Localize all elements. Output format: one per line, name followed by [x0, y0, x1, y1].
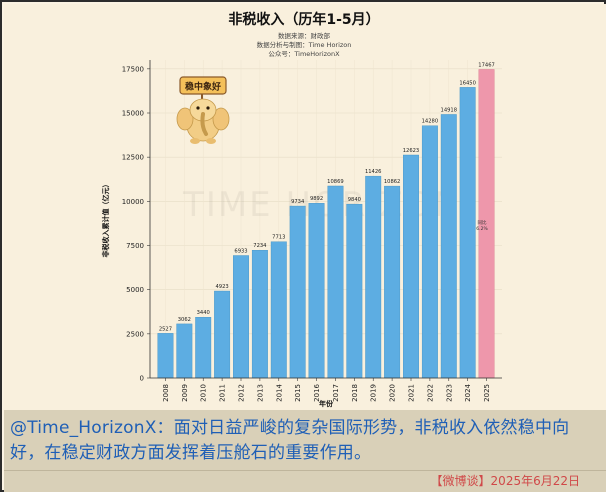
x-axis-label: 年份 — [319, 399, 334, 408]
bar-value-label: 4923 — [216, 284, 229, 290]
x-tick-label: 2023 — [445, 384, 453, 402]
y-tick-label: 2500 — [126, 330, 144, 338]
bar — [346, 203, 363, 379]
caption-text: @Time_HorizonX：面对日益严峻的复杂国际形势，非税收入依然稳中向好，… — [10, 418, 570, 463]
mascot-sign-text: 稳中象好 — [185, 81, 221, 93]
yoy-label: 同比 — [478, 219, 487, 226]
x-tick-label: 2012 — [238, 384, 246, 402]
bar — [251, 249, 268, 379]
chart-subtitle-source: 数据来源：财政部 — [278, 31, 331, 40]
y-tick-label: 10000 — [122, 198, 144, 206]
bar-value-label: 14918 — [441, 107, 458, 113]
bar-value-label: 10862 — [384, 179, 401, 185]
bar — [403, 154, 419, 379]
bar-value-label: 7234 — [253, 243, 267, 249]
caption-footer: 【微博谈】2025年6月22日 — [4, 470, 606, 491]
bar — [327, 185, 344, 379]
y-tick-label: 0 — [140, 375, 144, 383]
x-tick-label: 2025 — [483, 384, 491, 402]
bars — [157, 69, 495, 379]
bar — [308, 203, 325, 379]
x-tick-label: 2022 — [426, 384, 434, 402]
bar-value-label: 11426 — [365, 169, 382, 175]
data-labels: 2527 3062 3440 4923 6933 7234 7713 9734 9892 1086… — [159, 62, 495, 332]
bar — [195, 317, 212, 379]
chart-title: 非税收入（历年1-5月） — [228, 11, 379, 28]
caption-date: 【微博谈】2025年6月22日 — [430, 474, 580, 488]
bar-value-label: 6933 — [234, 249, 247, 255]
yoy-value: 6.2% — [476, 226, 488, 232]
x-tick-label: 2019 — [370, 384, 378, 402]
x-tick-label: 2015 — [294, 384, 302, 402]
bar — [157, 333, 174, 379]
bar-value-label: 3062 — [178, 317, 191, 323]
x-tick-label: 2024 — [464, 383, 472, 401]
bar — [214, 290, 231, 379]
x-tick-label: 2008 — [162, 384, 170, 402]
y-axis-ticks: 0 2500 5000 7500 10000 12500 15000 17500 — [122, 65, 150, 383]
chart-subtitle-author: 数据分析与制图：Time Horizon — [257, 40, 352, 49]
bar — [440, 114, 457, 379]
chart-subtitle-account: 公众号：TimeHorizonX — [268, 50, 340, 58]
bar-value-label: 2527 — [159, 326, 172, 332]
x-tick-label: 2010 — [200, 384, 208, 402]
x-tick-label: 2017 — [332, 384, 340, 402]
x-tick-label: 2011 — [219, 384, 227, 402]
bar-value-label: 14280 — [422, 119, 439, 125]
x-tick-label: 2021 — [408, 384, 416, 402]
bar-value-label: 16450 — [459, 80, 476, 86]
bar — [365, 175, 382, 379]
bar-value-label: 10869 — [327, 179, 344, 185]
bar-value-label: 3440 — [197, 310, 210, 316]
y-tick-label: 5000 — [126, 286, 144, 294]
x-tick-label: 2020 — [389, 384, 397, 402]
bar — [176, 323, 193, 379]
bar — [289, 205, 306, 379]
bar-value-label: 17467 — [478, 62, 495, 68]
x-tick-label: 2013 — [256, 384, 264, 402]
bar-value-label: 12623 — [403, 148, 420, 154]
bar — [233, 255, 249, 379]
x-axis-ticks: 2008 2009 2010 2011 2012 2013 2014 2015 2016 2017… — [162, 378, 491, 402]
bar — [270, 241, 287, 379]
x-tick-label: 2009 — [181, 384, 189, 402]
y-tick-label: 15000 — [122, 110, 144, 118]
y-tick-label: 7500 — [126, 242, 144, 250]
bar-value-label: 7713 — [272, 235, 285, 241]
bar — [384, 185, 401, 379]
bar-value-label: 9840 — [348, 197, 361, 203]
y-tick-label: 17500 — [122, 65, 144, 73]
bar-value-label: 9734 — [291, 199, 305, 205]
y-axis-label: 非税收入累计值（亿元） — [101, 181, 110, 258]
elephant-mascot-icon: 稳中象好 — [176, 76, 230, 144]
chart-area: 非税收入（历年1-5月） 数据来源：财政部 数据分析与制图：Time Horiz… — [4, 4, 606, 410]
caption-panel: @Time_HorizonX：面对日益严峻的复杂国际形势，非税收入依然稳中向好，… — [4, 410, 606, 492]
bar — [421, 125, 438, 379]
x-tick-label: 2016 — [313, 383, 321, 401]
bar — [459, 87, 476, 379]
bar-value-label: 9892 — [310, 196, 323, 202]
y-tick-label: 12500 — [122, 154, 144, 162]
bar-chart: 非税收入（历年1-5月） 数据来源：财政部 数据分析与制图：Time Horiz… — [101, 11, 502, 408]
x-tick-label: 2018 — [351, 384, 359, 402]
x-tick-label: 2014 — [275, 383, 283, 401]
